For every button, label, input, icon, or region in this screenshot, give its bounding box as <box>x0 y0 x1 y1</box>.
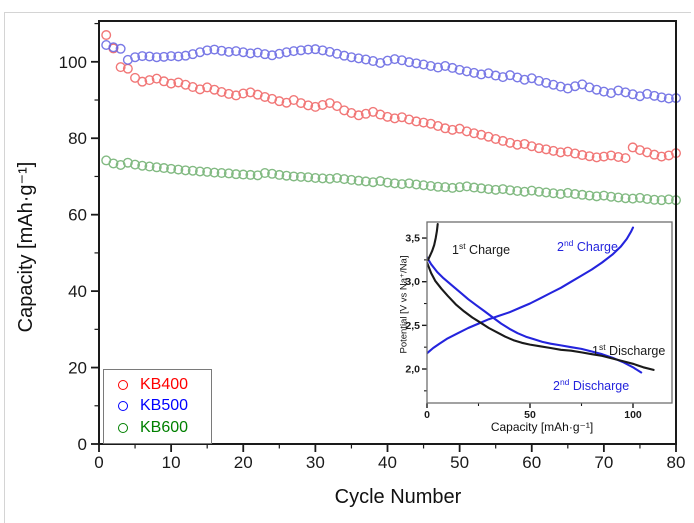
annotation-second-discharge: 2nd Discharge <box>553 376 630 393</box>
annotation-ordinal: 2 <box>557 240 564 254</box>
inset-x-tick-label: 50 <box>524 409 536 421</box>
main-y-tick-label: 20 <box>68 359 87 378</box>
main-x-tick-label: 80 <box>667 453 686 472</box>
inset-y-tick-label: 2,0 <box>405 364 420 376</box>
legend-label-kb500: KB500 <box>140 397 189 415</box>
main-x-tick-label: 0 <box>94 453 103 472</box>
inset-x-axis-title: Capacity [mAh·g⁻¹] <box>490 420 594 434</box>
main-x-tick-label: 50 <box>450 453 469 472</box>
main-y-tick-label: 80 <box>68 129 87 148</box>
inset-plot: 0 50 100 2,0 2,5 3,0 3,5 <box>405 221 673 421</box>
main-y-tick-label: 100 <box>59 53 87 72</box>
annotation-ordinal-suffix: nd <box>563 237 574 248</box>
main-y-tick-label: 60 <box>68 206 87 225</box>
legend-item-kb600: KB600 <box>118 419 211 437</box>
annotation-second-charge: 2nd Charge <box>557 237 618 254</box>
inset-y-tick-label: 2,5 <box>405 320 420 332</box>
inset-x-tick-label: 100 <box>624 409 642 421</box>
annotation-first-charge: 1st Charge <box>452 240 511 257</box>
2nd-charge-curve <box>427 226 635 355</box>
annotation-ordinal-suffix: st <box>458 240 466 251</box>
1st-charge-curve <box>427 223 439 261</box>
main-y-tick-label: 0 <box>78 435 87 454</box>
legend: KB400 KB500 KB600 <box>103 369 212 444</box>
main-x-axis-title: Cycle Number <box>334 486 462 508</box>
kb500-marker-icon <box>118 401 128 412</box>
main-plot-frame <box>98 20 677 445</box>
inset-y-tick-label: 3,0 <box>405 276 420 288</box>
annotation-first-discharge: 1st Discharge <box>592 341 666 358</box>
inset-y-axis-title: Potential [V vs Na⁺/Na] <box>398 255 410 354</box>
annotation-text: Discharge <box>569 379 630 393</box>
legend-item-kb500: KB500 <box>118 397 211 415</box>
annotation-ordinal: 1 <box>452 243 459 257</box>
annotation-ordinal-suffix: st <box>598 341 606 352</box>
inset-y-tick-label: 3,5 <box>405 233 420 245</box>
inset-x-tick-label: 0 <box>424 409 430 421</box>
kb600-marker-icon <box>118 423 128 434</box>
annotation-text: Charge <box>465 243 511 257</box>
kb400-marker-icon <box>118 379 128 390</box>
kb500-series <box>101 39 682 104</box>
annotation-ordinal: 2 <box>553 379 560 393</box>
main-x-tick-label: 60 <box>522 453 541 472</box>
1st-discharge-curve <box>427 261 655 371</box>
figure-border-top <box>4 12 691 13</box>
main-y-axis-title: Capacity [mAh·g⁻¹] <box>15 161 37 333</box>
annotation-text: Discharge <box>605 344 666 358</box>
figure-border-left <box>4 12 5 523</box>
annotation-ordinal-suffix: nd <box>559 376 570 387</box>
annotation-text: Charge <box>573 240 618 254</box>
legend-label-kb600: KB600 <box>140 419 189 437</box>
main-x-tick-label: 10 <box>162 453 181 472</box>
inset-frame <box>426 221 673 404</box>
main-y-tick-label: 40 <box>68 282 87 301</box>
legend-label-kb400: KB400 <box>140 375 189 393</box>
kb600-series <box>101 155 682 206</box>
main-x-tick-label: 70 <box>594 453 613 472</box>
legend-item-kb400: KB400 <box>118 376 211 394</box>
kb400-series <box>101 30 682 164</box>
main-x-tick-label: 20 <box>234 453 253 472</box>
main-x-tick-label: 30 <box>306 453 325 472</box>
inset-background <box>427 222 672 403</box>
2nd-discharge-curve <box>427 256 643 374</box>
annotation-ordinal: 1 <box>592 344 599 358</box>
main-x-tick-label: 40 <box>378 453 397 472</box>
